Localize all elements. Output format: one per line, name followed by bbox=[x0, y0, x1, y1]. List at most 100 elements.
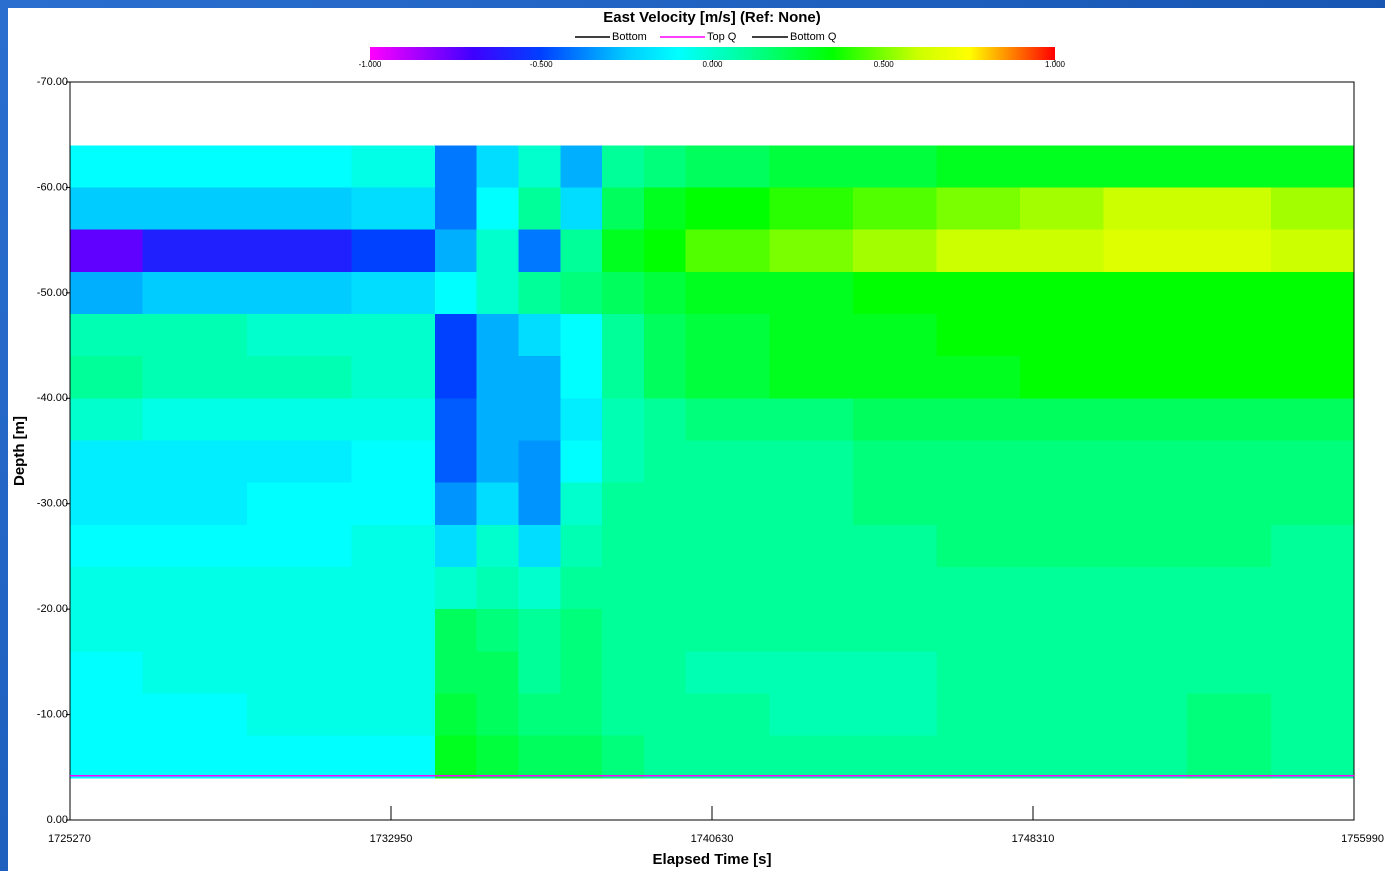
y-tick-label: -20.00 bbox=[37, 603, 68, 615]
heatmap-cell bbox=[142, 313, 248, 357]
heatmap-cell bbox=[1020, 229, 1105, 273]
heatmap-cell bbox=[685, 524, 770, 568]
heatmap-cell bbox=[434, 356, 478, 399]
heatmap-cell bbox=[246, 440, 352, 484]
heatmap-cell bbox=[1020, 482, 1105, 526]
heatmap-cell bbox=[560, 735, 603, 779]
heatmap-cell bbox=[70, 145, 143, 188]
heatmap-cell bbox=[518, 398, 561, 441]
heatmap-cell bbox=[1187, 313, 1272, 357]
heatmap-cell bbox=[1187, 693, 1272, 737]
heatmap-cell bbox=[518, 271, 561, 315]
heatmap-cell bbox=[246, 651, 352, 694]
heatmap-cell bbox=[1020, 524, 1105, 568]
heatmap-cell bbox=[560, 566, 603, 610]
x-tick-label: 1740630 bbox=[691, 833, 734, 845]
heatmap-cell bbox=[1103, 356, 1188, 399]
heatmap-cell bbox=[643, 356, 687, 399]
y-tick-label: -10.00 bbox=[37, 708, 68, 720]
heatmap-cell bbox=[70, 313, 143, 357]
colorbar-tick-label: 0.000 bbox=[702, 60, 723, 69]
heatmap-cell bbox=[476, 609, 519, 652]
heatmap-cell bbox=[769, 271, 854, 315]
heatmap-cell bbox=[1103, 145, 1188, 188]
heatmap-cell bbox=[1270, 482, 1355, 526]
heatmap-cell bbox=[560, 609, 603, 652]
y-tick-label: -50.00 bbox=[37, 287, 68, 299]
heatmap-cell bbox=[142, 609, 248, 652]
heatmap-cell bbox=[246, 313, 352, 357]
heatmap-cell bbox=[1103, 609, 1188, 652]
heatmap-cell bbox=[1020, 398, 1105, 441]
heatmap-cell bbox=[936, 356, 1021, 399]
heatmap-cell bbox=[769, 440, 854, 484]
heatmap-cell bbox=[476, 187, 519, 231]
heatmap-cell bbox=[769, 482, 854, 526]
heatmap-cell bbox=[643, 693, 687, 737]
heatmap-cell bbox=[769, 735, 854, 779]
heatmap-cell bbox=[852, 524, 937, 568]
heatmap-cell bbox=[602, 440, 645, 484]
heatmap-cell bbox=[602, 271, 645, 315]
heatmap-cell bbox=[560, 271, 603, 315]
heatmap-cell bbox=[602, 693, 645, 737]
heatmap-cell bbox=[602, 187, 645, 231]
heatmap-cell bbox=[602, 524, 645, 568]
heatmap-cell bbox=[476, 313, 519, 357]
heatmap-cell bbox=[351, 735, 436, 779]
heatmap-cell bbox=[1187, 145, 1272, 188]
heatmap-cell bbox=[434, 145, 478, 188]
heatmap-cell bbox=[560, 482, 603, 526]
heatmap-cell bbox=[351, 271, 436, 315]
heatmap-cell bbox=[518, 735, 561, 779]
heatmap-cell bbox=[936, 145, 1021, 188]
heatmap-cell bbox=[643, 735, 687, 779]
heatmap-cell bbox=[70, 566, 143, 610]
heatmap-cell bbox=[685, 651, 770, 694]
heatmap-cell bbox=[685, 693, 770, 737]
heatmap-cell bbox=[1270, 356, 1355, 399]
heatmap-cell bbox=[769, 609, 854, 652]
heatmap-cell bbox=[769, 187, 854, 231]
heatmap-cell bbox=[518, 609, 561, 652]
heatmap-cell bbox=[70, 651, 143, 694]
heatmap-cell bbox=[1270, 398, 1355, 441]
heatmap-cell bbox=[602, 356, 645, 399]
heatmap-cell bbox=[602, 609, 645, 652]
heatmap-cell bbox=[852, 145, 937, 188]
heatmap-cell bbox=[852, 229, 937, 273]
heatmap-cell bbox=[518, 651, 561, 694]
heatmap-cell bbox=[769, 356, 854, 399]
heatmap-cell bbox=[142, 398, 248, 441]
heatmap-cell bbox=[1270, 229, 1355, 273]
heatmap-cell bbox=[1270, 651, 1355, 694]
heatmap-cell bbox=[246, 271, 352, 315]
heatmap-cell bbox=[560, 229, 603, 273]
heatmap-cell bbox=[246, 482, 352, 526]
heatmap-cell bbox=[769, 566, 854, 610]
heatmap-cell bbox=[70, 271, 143, 315]
heatmap-cell bbox=[769, 524, 854, 568]
heatmap-cell bbox=[1020, 440, 1105, 484]
heatmap-cell bbox=[70, 524, 143, 568]
heatmap-cell bbox=[643, 398, 687, 441]
heatmap-cell bbox=[1020, 651, 1105, 694]
heatmap-cell bbox=[1187, 566, 1272, 610]
heatmap-cell bbox=[769, 693, 854, 737]
heatmap-cell bbox=[936, 482, 1021, 526]
heatmap-cell bbox=[434, 398, 478, 441]
heatmap-cell bbox=[351, 524, 436, 568]
heatmap-cell bbox=[351, 229, 436, 273]
heatmap-cell bbox=[351, 145, 436, 188]
heatmap-cell bbox=[476, 651, 519, 694]
heatmap-cell bbox=[476, 566, 519, 610]
heatmap-cell bbox=[936, 271, 1021, 315]
heatmap-cell bbox=[1020, 187, 1105, 231]
heatmap-cell bbox=[936, 313, 1021, 357]
heatmap-cell bbox=[70, 229, 143, 273]
legend-label: Top Q bbox=[707, 31, 737, 43]
y-tick-label: -40.00 bbox=[37, 392, 68, 404]
heatmap-cell bbox=[518, 187, 561, 231]
heatmap-cell bbox=[1270, 693, 1355, 737]
heatmap-cell bbox=[602, 651, 645, 694]
